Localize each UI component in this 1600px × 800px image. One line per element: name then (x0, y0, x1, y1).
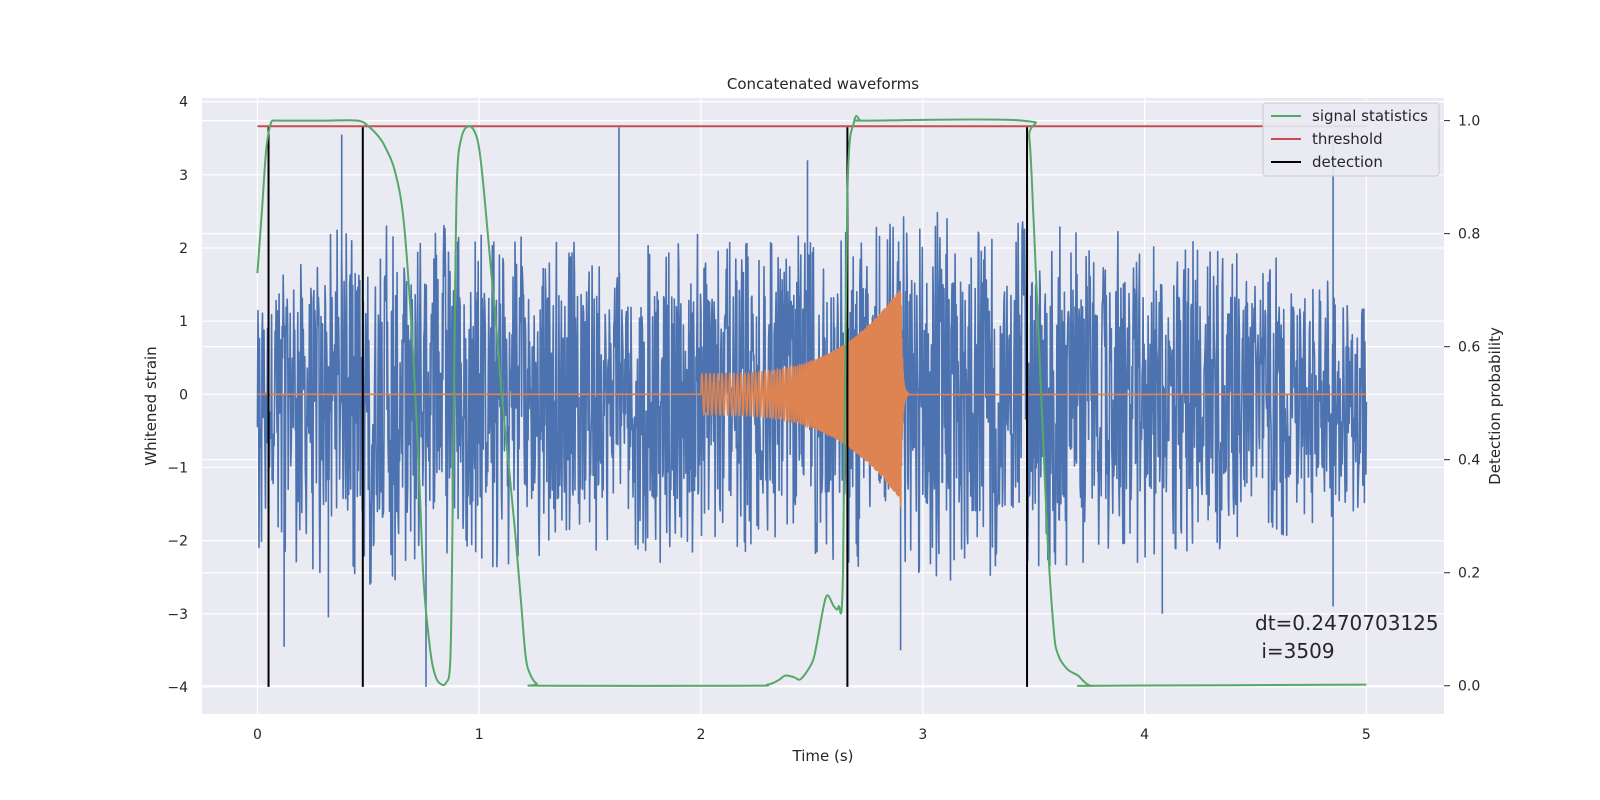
annotation-text: dt=0.2470703125 i=3509 (1255, 611, 1439, 663)
legend-label-detection: detection (1312, 153, 1383, 171)
y-right-tick-label: 0.2 (1458, 566, 1480, 582)
y-left-tick-label: −1 (167, 460, 188, 476)
y-left-tick-label: −4 (167, 680, 188, 696)
y-right-tick-label: 0.0 (1458, 679, 1480, 695)
legend-label-threshold: threshold (1312, 130, 1383, 148)
signal-statistics-line (256, 115, 1367, 687)
noise-series (256, 127, 1368, 687)
y-left-tick-label: 1 (179, 314, 188, 330)
y-left-tick-label: −3 (167, 607, 188, 623)
detection-series (267, 127, 1029, 687)
y-right-tick-label: 0.8 (1458, 227, 1480, 243)
annotation-line: dt=0.2470703125 (1255, 611, 1439, 635)
x-tick-label: 2 (697, 727, 706, 743)
y-left-tick-label: 0 (179, 387, 188, 403)
legend: signal statistics threshold detection (1262, 102, 1440, 177)
waveform-line (257, 290, 1367, 508)
y-axis-label-left: Whitened strain (142, 346, 160, 465)
y-right-tick-label: 1.0 (1458, 114, 1480, 130)
waveform-series (257, 290, 1367, 508)
annotation-line: i=3509 (1255, 639, 1335, 663)
y-right-tick-label: 0.4 (1458, 453, 1480, 469)
y-left-tick-label: 2 (179, 241, 188, 257)
x-tick-label: 0 (253, 727, 262, 743)
x-tick-label: 3 (918, 727, 927, 743)
legend-label-signal-statistics: signal statistics (1312, 107, 1428, 125)
x-axis-label: Time (s) (792, 747, 854, 765)
chart-title: Concatenated waveforms (727, 75, 919, 93)
y-axis-label-right: Detection probability (1486, 327, 1504, 485)
y-left-tick-label: 4 (179, 95, 188, 111)
y-left-tick-label: 3 (179, 168, 188, 184)
y-right-tick-label: 0.6 (1458, 340, 1480, 356)
legend-box (1262, 102, 1440, 177)
y-left-tick-label: −2 (167, 534, 188, 550)
x-tick-label: 1 (475, 727, 484, 743)
axis-ticks: 0 1 2 3 4 5 −4 −3 −2 −1 0 1 2 3 4 0.0 0.2 0.4 0.6 0.8 1.0 (167, 95, 1480, 743)
signal-statistics-series (256, 115, 1367, 687)
noise-line (256, 127, 1368, 687)
x-tick-label: 5 (1362, 727, 1371, 743)
x-tick-label: 4 (1140, 727, 1149, 743)
